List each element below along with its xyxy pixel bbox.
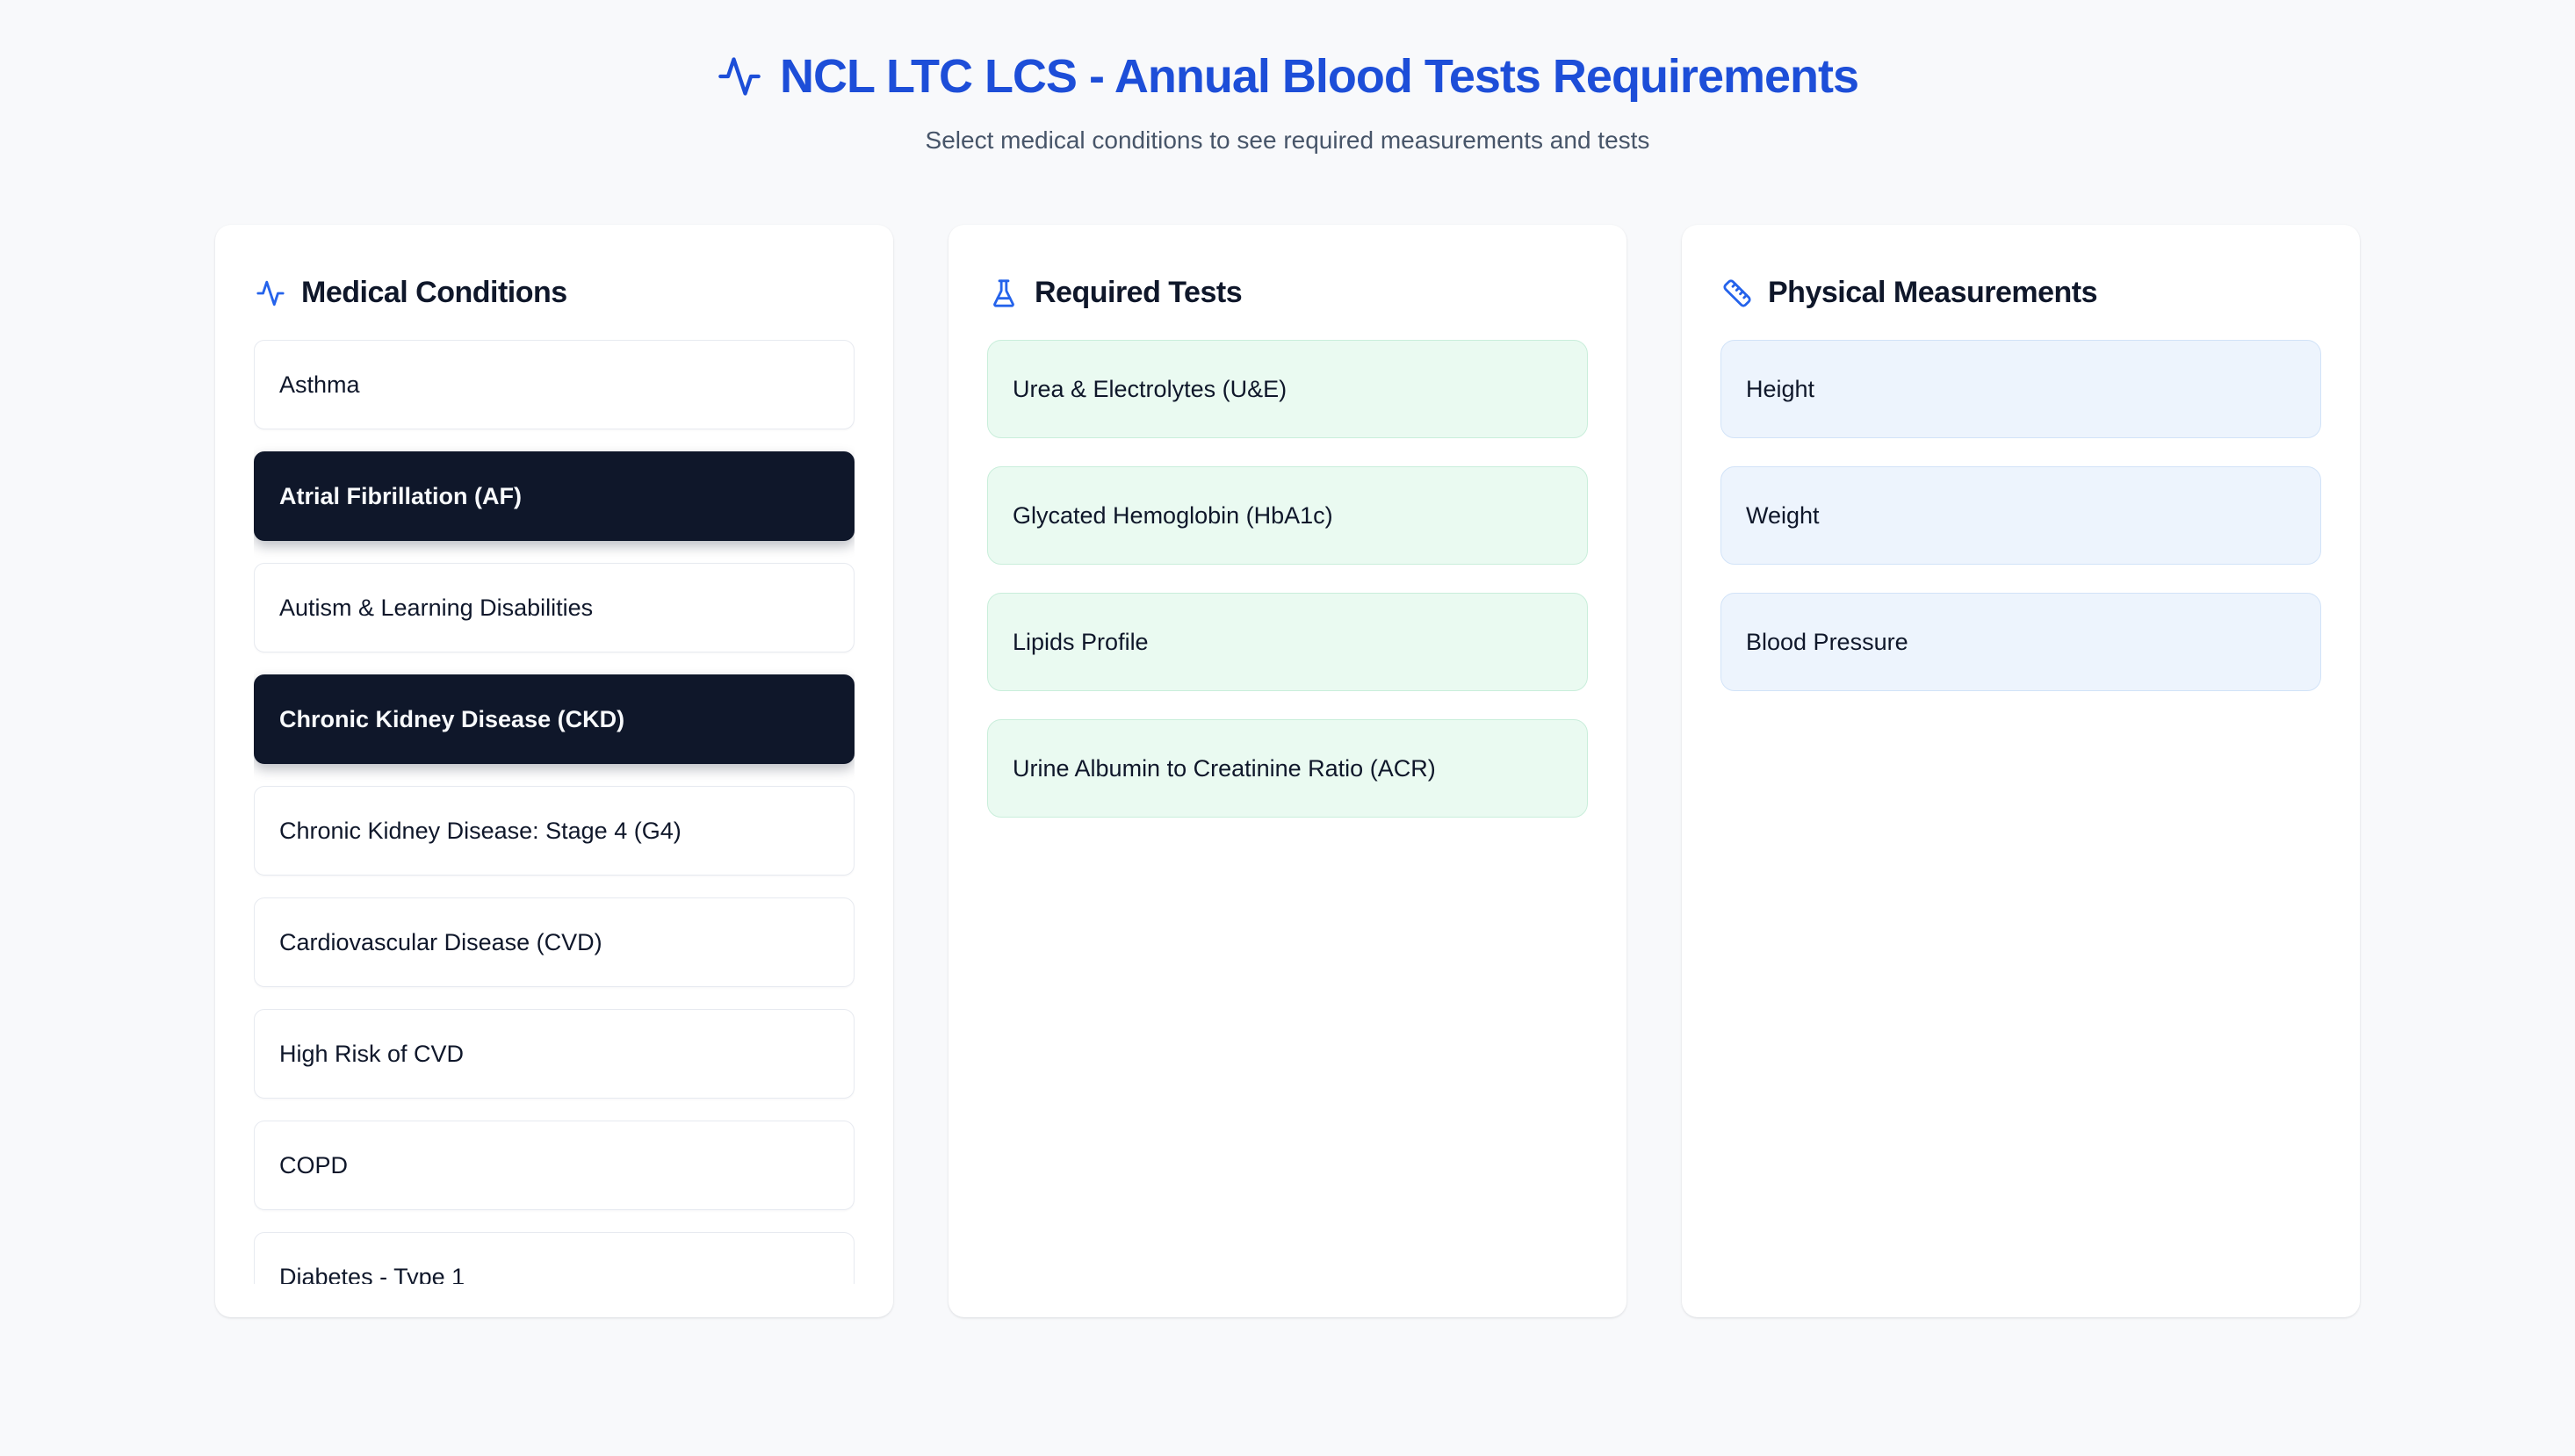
condition-item[interactable]: Diabetes - Type 1 (254, 1232, 855, 1284)
page-subtitle: Select medical conditions to see require… (925, 126, 1650, 154)
test-item: Glycated Hemoglobin (HbA1c) (987, 466, 1588, 565)
condition-item-label: High Risk of CVD (279, 1040, 465, 1067)
activity-icon (256, 278, 285, 308)
condition-item[interactable]: Autism & Learning Disabilities (254, 563, 855, 652)
measurement-item: Height (1720, 340, 2321, 438)
required-tests-header: Required Tests (989, 276, 1586, 310)
condition-item-label: Asthma (279, 371, 360, 398)
condition-item[interactable]: Asthma (254, 340, 855, 429)
ruler-icon (1722, 278, 1752, 308)
condition-item-label: Autism & Learning Disabilities (279, 594, 594, 621)
condition-item[interactable]: Chronic Kidney Disease (CKD) (254, 674, 855, 764)
condition-item[interactable]: Cardiovascular Disease (CVD) (254, 897, 855, 987)
condition-item[interactable]: COPD (254, 1121, 855, 1210)
medical-conditions-header: Medical Conditions (256, 276, 853, 310)
measurement-item: Weight (1720, 466, 2321, 565)
test-item-label: Urea & Electrolytes (U&E) (1013, 375, 1288, 402)
measurements-list: Height Weight Blood Pressure (1720, 340, 2321, 719)
app-header: NCL LTC LCS - Annual Blood Tests Require… (0, 0, 2575, 155)
condition-item[interactable]: High Risk of CVD (254, 1009, 855, 1099)
test-item-label: Lipids Profile (1013, 628, 1149, 655)
measurement-item: Blood Pressure (1720, 593, 2321, 691)
condition-item-label: Chronic Kidney Disease: Stage 4 (G4) (279, 817, 682, 844)
medical-conditions-panel: Medical Conditions Asthma Atrial Fibrilla… (215, 225, 893, 1317)
condition-item-label: Chronic Kidney Disease (CKD) (279, 705, 625, 732)
condition-item-label: COPD (279, 1151, 349, 1178)
panel-title: Physical Measurements (1768, 276, 2098, 309)
panel-title: Required Tests (1035, 276, 1243, 309)
test-item-label: Glycated Hemoglobin (HbA1c) (1013, 501, 1333, 529)
page-title: NCL LTC LCS - Annual Blood Tests Require… (779, 50, 1859, 103)
physical-measurements-header: Physical Measurements (1722, 276, 2319, 310)
test-item: Lipids Profile (987, 593, 1588, 691)
content-columns: Medical Conditions Asthma Atrial Fibrilla… (0, 225, 2575, 1317)
measurement-item-label: Height (1746, 375, 1815, 402)
measurement-item-label: Weight (1746, 501, 1820, 529)
tests-list: Urea & Electrolytes (U&E) Glycated Hemogl… (987, 340, 1588, 846)
conditions-list[interactable]: Asthma Atrial Fibrillation (AF) Autism & L… (254, 340, 855, 1284)
measurement-item-label: Blood Pressure (1746, 628, 1908, 655)
condition-item[interactable]: Atrial Fibrillation (AF) (254, 451, 855, 541)
condition-item-label: Diabetes - Type 1 (279, 1263, 465, 1285)
required-tests-panel: Required Tests Urea & Electrolytes (U&E)… (948, 225, 1627, 1317)
flask-icon (989, 278, 1019, 308)
test-item: Urine Albumin to Creatinine Ratio (ACR) (987, 719, 1588, 818)
activity-icon (717, 54, 762, 99)
panel-title: Medical Conditions (301, 276, 567, 309)
test-item: Urea & Electrolytes (U&E) (987, 340, 1588, 438)
condition-item-label: Atrial Fibrillation (AF) (279, 482, 522, 509)
test-item-label: Urine Albumin to Creatinine Ratio (ACR) (1013, 754, 1436, 782)
condition-item[interactable]: Chronic Kidney Disease: Stage 4 (G4) (254, 786, 855, 876)
physical-measurements-panel: Physical Measurements Height Weight Blood … (1682, 225, 2360, 1317)
condition-item-label: Cardiovascular Disease (CVD) (279, 928, 602, 955)
